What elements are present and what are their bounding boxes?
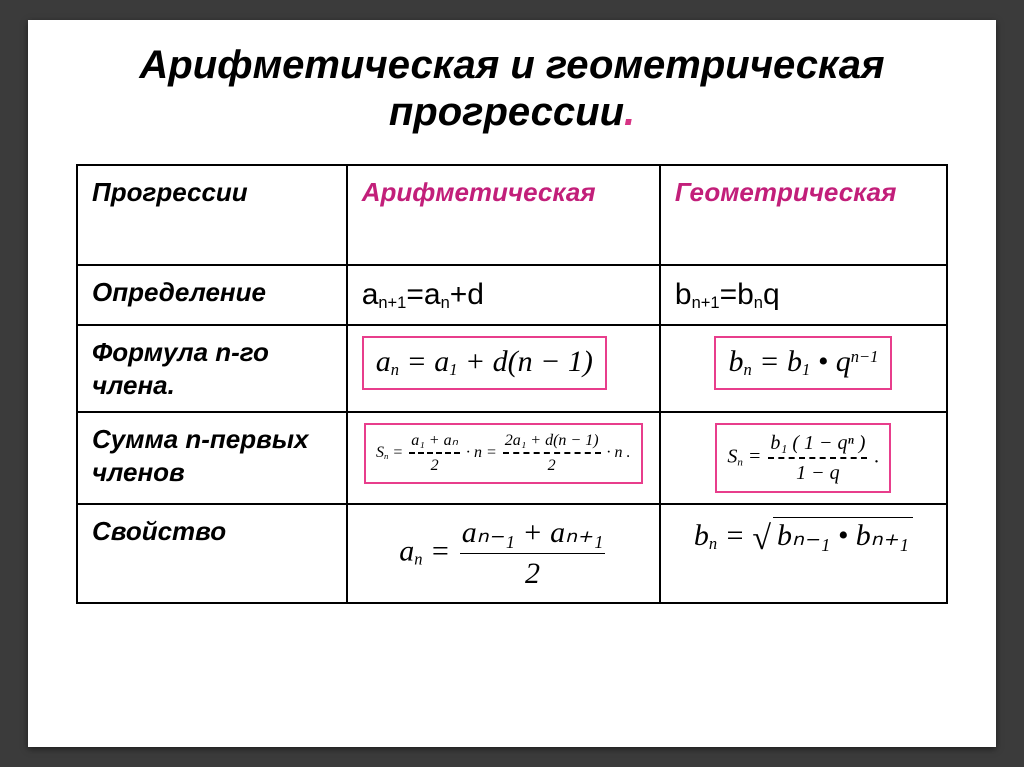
label-sum: Сумма n-первых членов bbox=[77, 412, 347, 504]
cell-prop-geom: bn = √bₙ₋₁ • bₙ₊₁ bbox=[660, 504, 947, 603]
formula-sum-arith: Sn = a₁ + aₙ2 · n = 2a₁ + d(n − 1)2 · n … bbox=[364, 423, 643, 483]
frac-sum-arith-2: 2a₁ + d(n − 1)2 bbox=[501, 431, 603, 475]
title-line1: Арифметическая и геометрическая bbox=[139, 43, 884, 87]
formula-prop-geom: bn = √bₙ₋₁ • bₙ₊₁ bbox=[694, 515, 913, 556]
comparison-table: Прогрессии Арифметическая Геометрическая… bbox=[76, 164, 948, 604]
row-nth-term: Формула n-го члена. an = a1 + d(n − 1) b… bbox=[77, 325, 947, 412]
row-property: Свойство an = aₙ₋₁ + aₙ₊₁2 bn = √bₙ₋₁ • … bbox=[77, 504, 947, 603]
label-nth: Формула n-го члена. bbox=[77, 325, 347, 412]
title-line2: прогрессии bbox=[389, 90, 624, 134]
header-geometric: Геометрическая bbox=[660, 165, 947, 265]
slide: Арифметическая и геометрическая прогресс… bbox=[28, 20, 996, 747]
cell-nth-arith: an = a1 + d(n − 1) bbox=[347, 325, 660, 412]
cell-nth-geom: bn = b1 • qn−1 bbox=[660, 325, 947, 412]
frac-prop-arith: aₙ₋₁ + aₙ₊₁2 bbox=[458, 515, 608, 592]
formula-nth-arith: an = a1 + d(n − 1) bbox=[362, 336, 607, 390]
page-title: Арифметическая и геометрическая прогресс… bbox=[76, 42, 948, 136]
cell-def-geom: bn+1=bnq bbox=[660, 265, 947, 325]
frac-sum-geom: b₁ ( 1 − qⁿ )1 − q bbox=[766, 431, 869, 485]
row-definition: Определение an+1=an+d bn+1=bnq bbox=[77, 265, 947, 325]
formula-sum-geom: Sn = b₁ ( 1 − qⁿ )1 − q . bbox=[715, 423, 891, 493]
sqrt-icon: √ bbox=[752, 519, 771, 560]
formula-def-geom: bn+1=bnq bbox=[675, 278, 780, 311]
cell-def-arith: an+1=an+d bbox=[347, 265, 660, 325]
cell-prop-arith: an = aₙ₋₁ + aₙ₊₁2 bbox=[347, 504, 660, 603]
header-progressions: Прогрессии bbox=[77, 165, 347, 265]
formula-prop-arith: an = aₙ₋₁ + aₙ₊₁2 bbox=[399, 515, 607, 592]
row-sum: Сумма n-первых членов Sn = a₁ + aₙ2 · n … bbox=[77, 412, 947, 504]
cell-sum-geom: Sn = b₁ ( 1 − qⁿ )1 − q . bbox=[660, 412, 947, 504]
label-property: Свойство bbox=[77, 504, 347, 603]
label-definition: Определение bbox=[77, 265, 347, 325]
frac-sum-arith-1: a₁ + aₙ2 bbox=[407, 431, 462, 475]
formula-nth-geom: bn = b1 • qn−1 bbox=[714, 336, 892, 390]
title-dot: . bbox=[624, 90, 635, 134]
slide-inner: Арифметическая и геометрическая прогресс… bbox=[76, 42, 948, 725]
table-header-row: Прогрессии Арифметическая Геометрическая bbox=[77, 165, 947, 265]
cell-sum-arith: Sn = a₁ + aₙ2 · n = 2a₁ + d(n − 1)2 · n … bbox=[347, 412, 660, 504]
header-arithmetic: Арифметическая bbox=[347, 165, 660, 265]
formula-def-arith: an+1=an+d bbox=[362, 278, 484, 311]
